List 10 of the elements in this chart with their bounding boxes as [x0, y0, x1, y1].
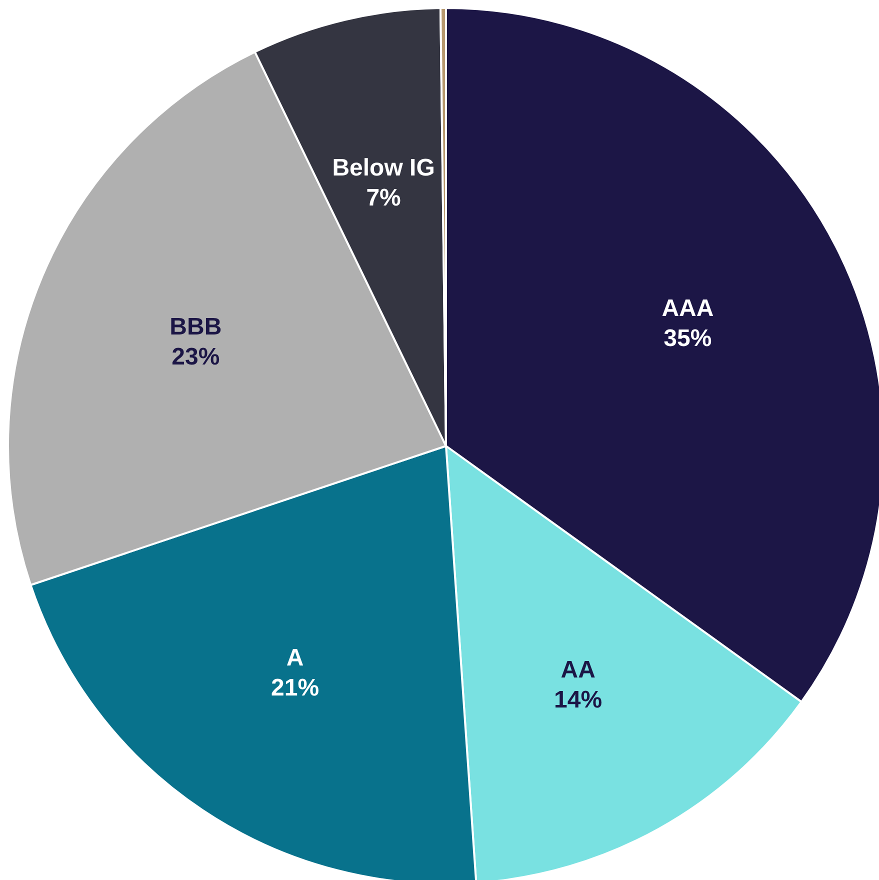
slice-label: AAA: [662, 295, 714, 322]
data-label: 14%: [554, 686, 602, 714]
slice-label: A: [286, 644, 304, 672]
slice-label: BBB: [170, 314, 222, 341]
slice-label: AA: [560, 656, 596, 684]
data-label: 35%: [664, 325, 712, 352]
data-label: 21%: [271, 674, 320, 702]
data-label: 23%: [172, 344, 220, 371]
slice-label: Below IG: [332, 154, 435, 182]
data-label: 7%: [366, 184, 401, 212]
